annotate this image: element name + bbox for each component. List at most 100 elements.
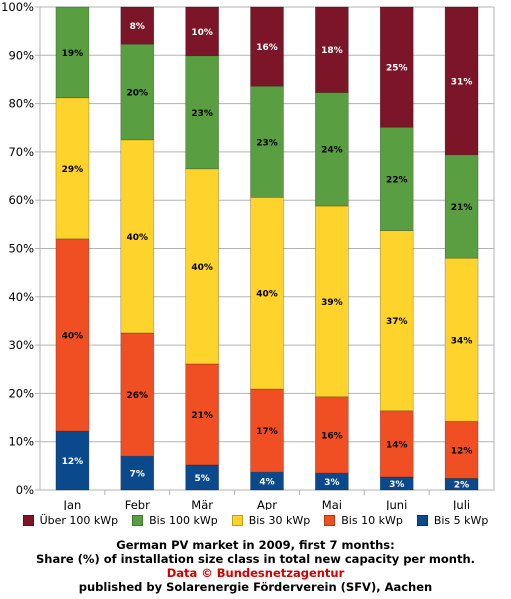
- x-tick-label: Juli: [452, 498, 470, 510]
- bar-segment: [379, 6, 414, 128]
- bar-segment: [55, 238, 90, 432]
- bar-segment: [444, 257, 479, 422]
- caption-publisher: published by Solarenergie Förderverein (…: [78, 580, 433, 594]
- y-tick-label: 20%: [8, 386, 34, 400]
- y-tick-label: 10%: [8, 435, 34, 449]
- data-label: 16%: [321, 431, 343, 441]
- y-tick-label: 100%: [1, 0, 34, 14]
- caption-data-credit: Data © Bundesnetzagentur: [166, 566, 345, 580]
- data-label: 24%: [321, 146, 343, 156]
- legend-label: Bis 10 kWp: [341, 514, 403, 527]
- y-tick-label: 30%: [8, 338, 34, 352]
- data-label: 23%: [191, 109, 213, 119]
- legend-item: Bis 30 kWp: [231, 514, 311, 527]
- bar-segment: [250, 388, 284, 473]
- data-label: 37%: [386, 317, 408, 327]
- bar-segment: [315, 205, 349, 398]
- bar-segment: [185, 168, 219, 365]
- bar-segment: [185, 363, 219, 466]
- x-tick-label: Apr: [257, 498, 277, 510]
- data-label: 25%: [386, 64, 408, 74]
- bar-segment: [250, 6, 284, 87]
- bar-segment: [120, 455, 155, 491]
- bar-segment: [120, 139, 155, 334]
- data-label: 40%: [191, 263, 213, 273]
- caption-title: German PV market in 2009, first 7 months…: [116, 538, 395, 552]
- bar-segment: [379, 126, 414, 231]
- data-label: 34%: [451, 336, 473, 346]
- data-label: 31%: [451, 77, 473, 87]
- data-label: 12%: [451, 446, 473, 456]
- data-label: 40%: [256, 290, 278, 300]
- legend-label: Über 100 kWp: [39, 514, 119, 527]
- data-label: 3%: [389, 480, 404, 490]
- y-tick-label: 80%: [8, 97, 34, 111]
- chart-caption: German PV market in 2009, first 7 months…: [0, 538, 511, 594]
- legend-swatch: [22, 515, 34, 526]
- y-tick-label: 90%: [8, 48, 34, 62]
- x-tick-label: Mär: [191, 498, 213, 510]
- legend-label: Bis 100 kWp: [149, 514, 218, 527]
- data-label: 7%: [130, 470, 145, 480]
- data-label: 14%: [386, 440, 408, 450]
- bar-segment: [250, 85, 284, 198]
- legend-item: Über 100 kWp: [22, 514, 119, 527]
- legend-item: Bis 10 kWp: [324, 514, 403, 527]
- bar-segment: [315, 92, 349, 207]
- y-tick-label: 40%: [8, 290, 34, 304]
- bar-segment: [185, 55, 219, 170]
- data-label: 8%: [130, 22, 145, 32]
- y-tick-label: 70%: [8, 145, 34, 159]
- bar-segment: [444, 421, 479, 479]
- data-label: 40%: [127, 233, 149, 243]
- y-tick-label: 50%: [8, 242, 34, 256]
- legend-swatch: [231, 515, 243, 526]
- bar-segment: [250, 197, 284, 390]
- data-label: 21%: [191, 411, 213, 421]
- legend-swatch: [416, 515, 428, 526]
- data-label: 12%: [62, 457, 84, 467]
- legend-swatch: [132, 515, 144, 526]
- data-label: 5%: [195, 474, 210, 484]
- caption-subtitle: Share (%) of installation size class in …: [35, 552, 476, 566]
- data-label: 19%: [62, 49, 84, 59]
- data-label: 39%: [321, 298, 343, 308]
- x-tick-label: Jan: [63, 498, 82, 510]
- data-label: 29%: [62, 165, 84, 175]
- bar-segment: [55, 430, 90, 491]
- data-label: 23%: [256, 138, 278, 148]
- bar-segment: [185, 6, 219, 57]
- legend-swatch: [324, 515, 336, 526]
- bar-segment: [379, 476, 414, 491]
- y-tick-label: 60%: [8, 193, 34, 207]
- bar-segment: [315, 396, 349, 474]
- y-tick-label: 0%: [16, 483, 34, 497]
- bar-segment: [120, 332, 155, 457]
- bar-segment: [120, 43, 155, 141]
- data-label: 10%: [191, 28, 213, 38]
- data-label: 2%: [454, 481, 469, 491]
- data-label: 22%: [386, 175, 408, 185]
- legend-label: Bis 30 kWp: [248, 514, 311, 527]
- data-label: 17%: [256, 427, 278, 437]
- bar-segment: [379, 410, 414, 478]
- bar-segment: [379, 230, 414, 412]
- bar-segment: [120, 6, 155, 45]
- data-label: 3%: [324, 478, 339, 488]
- bar-segment: [185, 464, 219, 491]
- data-label: 4%: [259, 478, 274, 488]
- data-label: 18%: [321, 46, 343, 56]
- bar-segment: [444, 154, 479, 259]
- data-label: 21%: [451, 203, 473, 213]
- legend-item: Bis 5 kWp: [416, 514, 488, 527]
- data-label: 26%: [127, 391, 149, 401]
- chart-legend: Über 100 kWp Bis 100 kWp Bis 30 kWp Bis 10 …: [0, 514, 511, 527]
- stacked-bar-chart: 0% 10% 20% 30% 40% 50% 60% 70% 80% 90% 100% 12% 40% 2…: [1, 0, 495, 510]
- bar-segment: [315, 6, 349, 93]
- legend-item: Bis 100 kWp: [132, 514, 218, 527]
- bar-segment: [444, 6, 479, 156]
- x-tick-label: Mai: [322, 498, 342, 510]
- data-label: 40%: [62, 331, 84, 341]
- data-label: 20%: [127, 89, 149, 99]
- x-tick-label: Febr: [125, 498, 150, 510]
